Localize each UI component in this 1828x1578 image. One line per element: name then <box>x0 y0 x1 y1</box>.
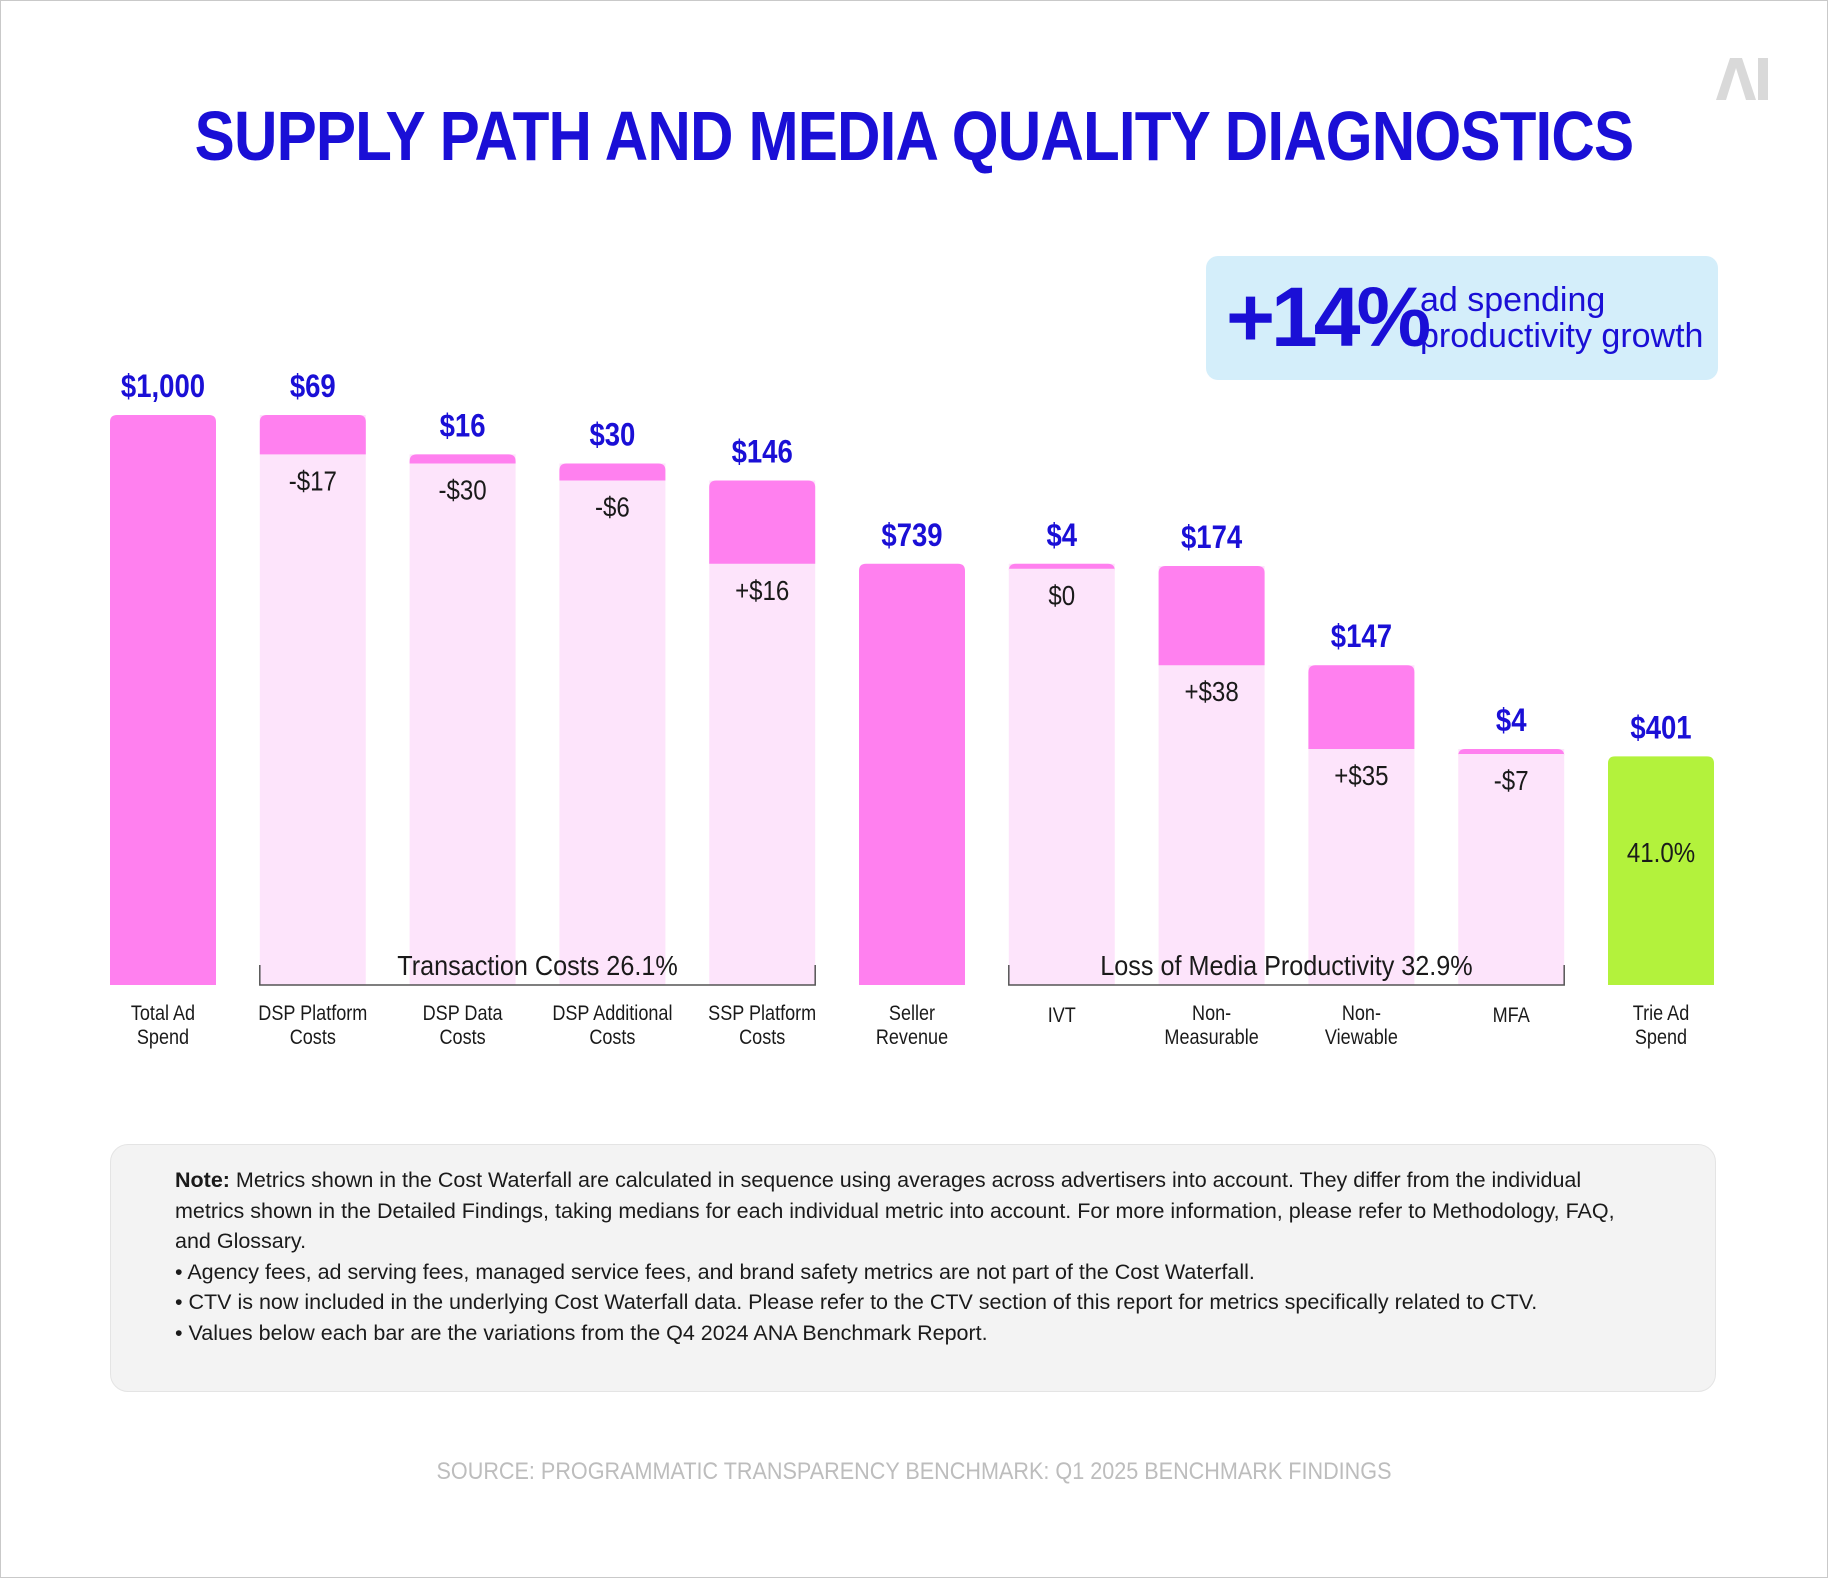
callout-line-1: ad spending <box>1420 281 1606 319</box>
source-footnote: SOURCE: PROGRAMMATIC TRANSPARENCY BENCHM… <box>436 1458 1392 1485</box>
group-label-2: Loss of Media Productivity 32.9% <box>1100 950 1472 982</box>
bar-value-label: $16 <box>440 408 486 443</box>
note-box: Note: Metrics shown in the Cost Waterfal… <box>110 1144 1716 1392</box>
bar-variation-label: -$7 <box>1494 764 1529 796</box>
category-tick-label: Costs <box>589 1026 635 1050</box>
bar-variation-label: -$17 <box>289 465 337 497</box>
bar-value-label: $69 <box>290 369 336 404</box>
category-tick-label: Measurable <box>1164 1026 1258 1050</box>
bar-background-4 <box>559 463 666 985</box>
note-label: Note: <box>175 1168 230 1192</box>
category-tick-label: DSP Platform <box>258 1002 367 1026</box>
bar-variation-label: +$16 <box>735 574 789 606</box>
bar-variation-label: +$35 <box>1334 759 1388 791</box>
category-tick-label: Costs <box>290 1026 336 1050</box>
bar-background-2 <box>259 415 366 985</box>
bar-background-3 <box>409 454 516 986</box>
bar-segment-7 <box>1008 563 1115 571</box>
note-bullet: • Agency fees, ad serving fees, managed … <box>175 1259 1255 1284</box>
category-tick-label: SSP Platform <box>708 1002 816 1026</box>
category-tick-label: Costs <box>440 1026 486 1050</box>
bar-value-label: $147 <box>1331 619 1392 654</box>
category-tick-label: Non- <box>1192 1002 1231 1026</box>
category-tick-label: Spend <box>1635 1026 1687 1050</box>
productivity-callout: +14% ad spending productivity growth <box>1206 256 1718 380</box>
note-intro: Note: Metrics shown in the Cost Waterfal… <box>175 1165 1655 1257</box>
bar-value-label: $4 <box>1046 518 1077 553</box>
note-bullet: • CTV is now included in the underlying … <box>175 1290 1538 1314</box>
group-bracket-1 <box>259 965 816 986</box>
callout-caption: ad spending productivity growth <box>1420 282 1703 354</box>
category-tick-label: Costs <box>739 1026 785 1050</box>
bar-background-10 <box>1458 749 1565 985</box>
bar-segment-3 <box>409 454 516 464</box>
note-text: Note: Metrics shown in the Cost Waterfal… <box>175 1165 1655 1348</box>
category-tick-label: MFA <box>1493 1004 1531 1028</box>
category-tick-label: Trie Ad <box>1633 1002 1690 1026</box>
bar-variation-label: +$38 <box>1184 675 1238 707</box>
bar-variation-label: -$6 <box>595 491 630 523</box>
category-tick-label: Non- <box>1342 1002 1381 1026</box>
page-title: SUPPLY PATH AND MEDIA QUALITY DIAGNOSTIC… <box>194 97 1635 175</box>
bar-value-label: $739 <box>881 518 942 553</box>
bar-value-label: $30 <box>589 418 635 453</box>
bar-segment-8 <box>1158 566 1265 666</box>
bar-background-5 <box>709 480 816 985</box>
note-intro-text: Metrics shown in the Cost Waterfall are … <box>175 1168 1615 1253</box>
note-bullet: • Values below each bar are the variatio… <box>175 1320 988 1345</box>
category-tick-label: Revenue <box>876 1026 948 1050</box>
callout-value: +14% <box>1226 270 1431 364</box>
group-label-1: Transaction Costs 26.1% <box>397 950 677 982</box>
bar-variation-label: -$30 <box>439 474 487 506</box>
bar-segment-2 <box>259 415 366 455</box>
bar-segment-9 <box>1308 665 1415 750</box>
logo-icon <box>1716 58 1768 100</box>
bar-11 <box>1608 756 1714 985</box>
bar-value-label: $1,000 <box>121 369 205 404</box>
bar-variation-label: $0 <box>1048 579 1075 611</box>
callout-line-2: productivity growth <box>1420 317 1704 355</box>
bar-1 <box>110 415 216 985</box>
category-tick-label: Seller <box>889 1002 936 1026</box>
bar-value-label: $174 <box>1181 520 1243 555</box>
bar-background-7 <box>1008 563 1115 985</box>
bar-segment-5 <box>709 480 816 564</box>
bar-6 <box>859 563 965 985</box>
category-tick-label: IVT <box>1048 1004 1076 1028</box>
category-tick-label: Spend <box>137 1026 189 1050</box>
bar-value-label: $4 <box>1496 703 1527 738</box>
bar-value-label: $146 <box>732 435 793 470</box>
bar-segment-10 <box>1458 749 1565 757</box>
bar-value-label: $401 <box>1630 711 1691 746</box>
bar-variation-label: 41.0% <box>1627 836 1695 868</box>
bar-segment-4 <box>559 463 666 481</box>
category-tick-label: Total Ad <box>131 1002 195 1026</box>
category-tick-label: DSP Data <box>423 1002 503 1026</box>
category-tick-label: Viewable <box>1325 1026 1398 1050</box>
group-bracket-2 <box>1008 965 1565 986</box>
category-tick-label: DSP Additional <box>552 1002 672 1026</box>
